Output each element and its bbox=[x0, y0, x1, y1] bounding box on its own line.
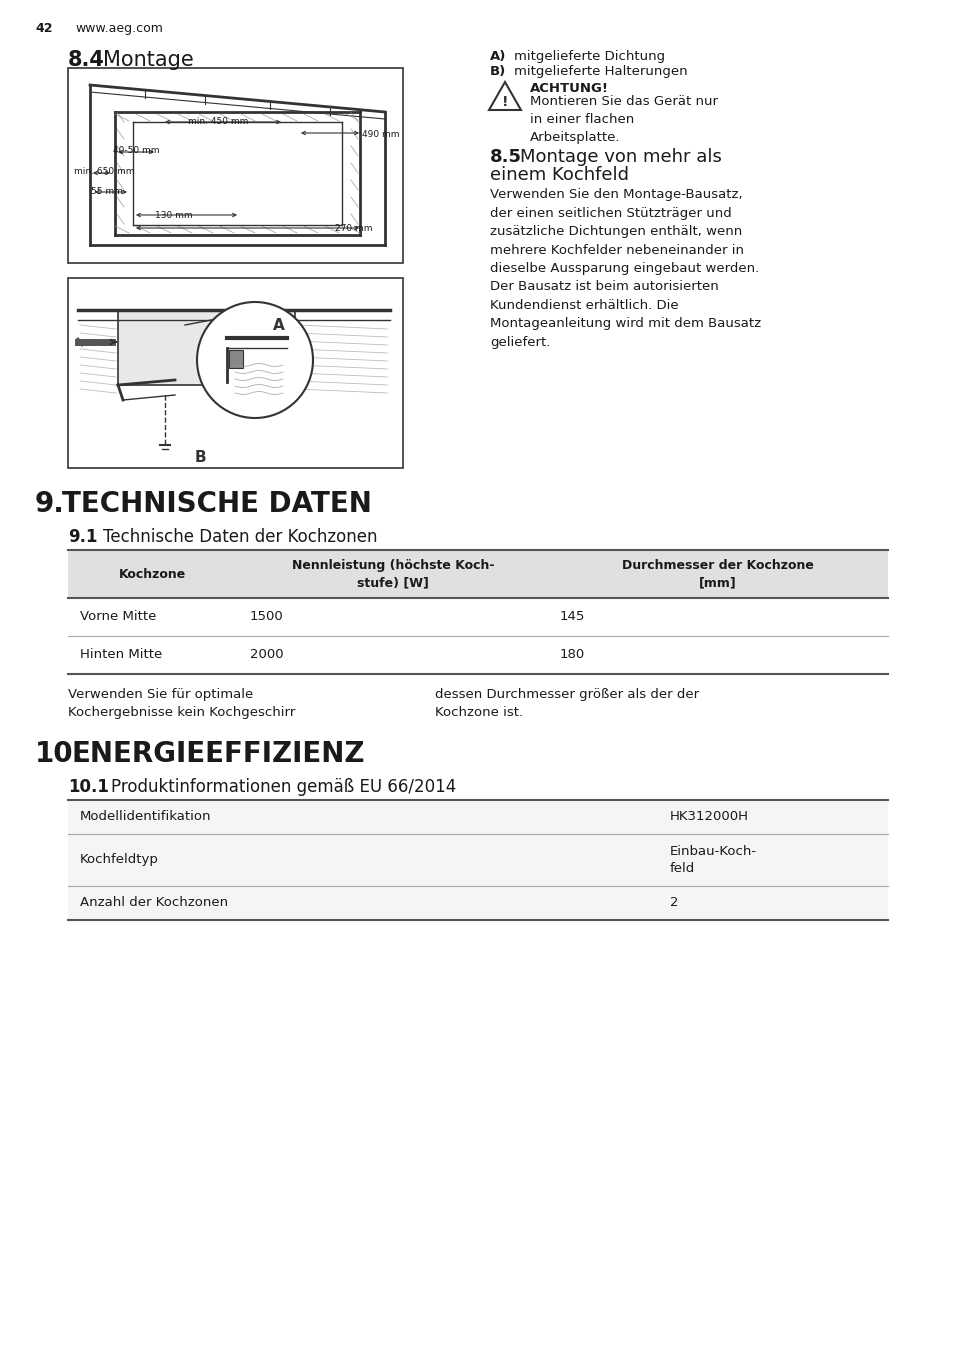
Text: 9.: 9. bbox=[35, 490, 65, 519]
Text: mitgelieferte Dichtung: mitgelieferte Dichtung bbox=[514, 50, 664, 64]
Text: einem Kochfeld: einem Kochfeld bbox=[490, 167, 628, 184]
Text: 2: 2 bbox=[669, 896, 678, 910]
Text: mitgelieferte Halterungen: mitgelieferte Halterungen bbox=[514, 65, 687, 79]
Text: Produktinformationen gemäß EU 66/2014: Produktinformationen gemäß EU 66/2014 bbox=[111, 779, 456, 796]
Text: Durchmesser der Kochzone
[mm]: Durchmesser der Kochzone [mm] bbox=[621, 559, 813, 589]
Text: Einbau-Koch-
feld: Einbau-Koch- feld bbox=[669, 845, 757, 875]
Bar bbox=[229, 349, 243, 368]
Bar bbox=[68, 636, 887, 674]
Text: 8.5: 8.5 bbox=[490, 148, 521, 167]
Text: B): B) bbox=[490, 65, 506, 79]
Text: 180: 180 bbox=[559, 649, 584, 662]
Text: !: ! bbox=[501, 95, 508, 110]
Text: Kochzone: Kochzone bbox=[119, 567, 187, 581]
Bar bbox=[68, 800, 887, 834]
Text: 40-50 mm: 40-50 mm bbox=[112, 146, 159, 154]
Text: Montage von mehr als: Montage von mehr als bbox=[519, 148, 721, 167]
Text: A: A bbox=[273, 318, 284, 333]
Text: Technische Daten der Kochzonen: Technische Daten der Kochzonen bbox=[103, 528, 377, 546]
Text: A): A) bbox=[490, 50, 506, 64]
Bar bbox=[68, 68, 402, 263]
Text: ENERGIEEFFIZIENZ: ENERGIEEFFIZIENZ bbox=[71, 741, 365, 768]
Text: 270 mm: 270 mm bbox=[335, 223, 372, 233]
Text: dessen Durchmesser größer als der der
Kochzone ist.: dessen Durchmesser größer als der der Ko… bbox=[435, 688, 699, 719]
Text: Montage: Montage bbox=[103, 50, 193, 70]
Text: min. 450 mm: min. 450 mm bbox=[188, 116, 248, 126]
Text: 55 mm: 55 mm bbox=[91, 187, 123, 196]
Text: TECHNISCHE DATEN: TECHNISCHE DATEN bbox=[62, 490, 372, 519]
Text: Modellidentifikation: Modellidentifikation bbox=[80, 811, 212, 823]
Text: B: B bbox=[194, 450, 207, 464]
Circle shape bbox=[196, 302, 313, 418]
Text: 8.4: 8.4 bbox=[68, 50, 105, 70]
Text: Montieren Sie das Gerät nur
in einer flachen
Arbeitsplatte.: Montieren Sie das Gerät nur in einer fla… bbox=[530, 95, 718, 144]
Text: Vorne Mitte: Vorne Mitte bbox=[80, 611, 156, 623]
Text: Nennleistung (höchste Koch-
stufe) [W]: Nennleistung (höchste Koch- stufe) [W] bbox=[292, 559, 494, 589]
Text: 1500: 1500 bbox=[250, 611, 283, 623]
Text: www.aeg.com: www.aeg.com bbox=[75, 22, 163, 35]
Text: 130 mm: 130 mm bbox=[154, 211, 193, 219]
Text: Verwenden Sie den Montage-Bausatz,
der einen seitlichen Stützträger und
zusätzli: Verwenden Sie den Montage-Bausatz, der e… bbox=[490, 188, 760, 349]
Bar bbox=[68, 886, 887, 919]
Bar bbox=[68, 598, 887, 636]
Text: HK312000H: HK312000H bbox=[669, 811, 748, 823]
Bar bbox=[118, 310, 294, 385]
Text: min. 650 mm: min. 650 mm bbox=[74, 167, 134, 176]
Text: 10.1: 10.1 bbox=[68, 779, 109, 796]
Text: 145: 145 bbox=[559, 611, 585, 623]
Text: Hinten Mitte: Hinten Mitte bbox=[80, 649, 162, 662]
Text: 42: 42 bbox=[35, 22, 52, 35]
Text: 9.1: 9.1 bbox=[68, 528, 97, 546]
Text: Kochfeldtyp: Kochfeldtyp bbox=[80, 853, 159, 867]
Text: Anzahl der Kochzonen: Anzahl der Kochzonen bbox=[80, 896, 228, 910]
Text: 2000: 2000 bbox=[250, 649, 283, 662]
Bar bbox=[68, 550, 887, 598]
Bar bbox=[68, 278, 402, 468]
Text: 490 mm: 490 mm bbox=[361, 130, 399, 139]
Text: 10.: 10. bbox=[35, 741, 84, 768]
Text: ACHTUNG!: ACHTUNG! bbox=[530, 83, 608, 95]
Bar bbox=[68, 834, 887, 886]
Text: Verwenden Sie für optimale
Kochergebnisse kein Kochgeschirr: Verwenden Sie für optimale Kochergebniss… bbox=[68, 688, 294, 719]
